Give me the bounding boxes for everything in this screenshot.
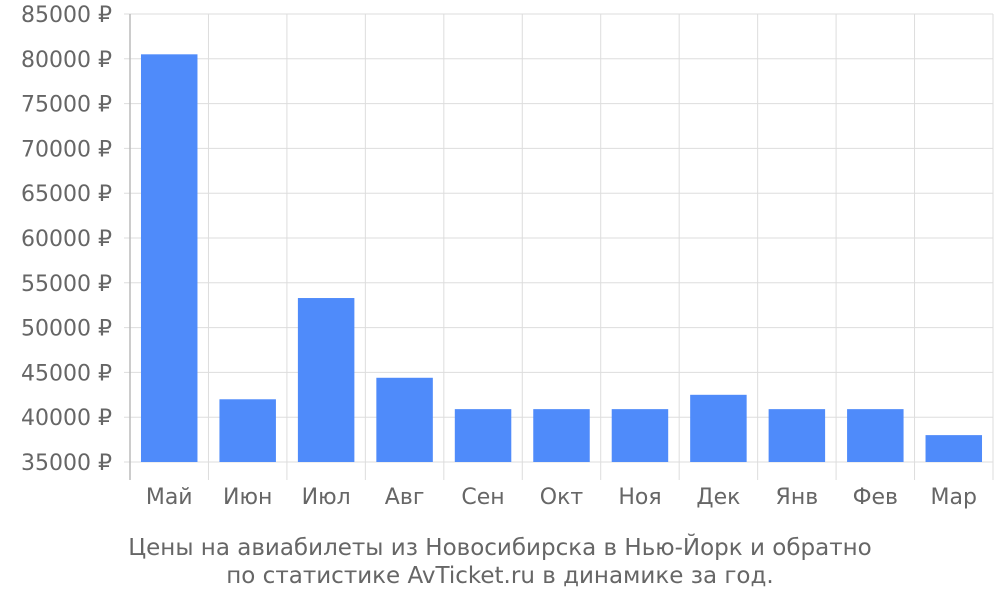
y-tick-label: 50000 ₽ [21, 317, 112, 342]
bar-7 [611, 409, 669, 462]
x-tick-label: Сен [461, 485, 504, 510]
y-tick-label: 65000 ₽ [21, 182, 112, 207]
bar-5 [454, 409, 512, 462]
bar-6 [533, 409, 590, 462]
x-tick-label: Окт [540, 485, 584, 510]
bar-10 [847, 409, 904, 462]
x-tick-label: Янв [776, 485, 819, 510]
bar-4 [376, 377, 433, 462]
x-tick-label: Июн [223, 485, 272, 510]
y-tick-label: 70000 ₽ [21, 137, 112, 162]
bar-8 [690, 394, 747, 462]
bar-3 [297, 298, 355, 462]
y-tick-label: 85000 ₽ [21, 3, 112, 28]
y-tick-label: 35000 ₽ [21, 451, 112, 476]
price-bar-chart: 35000 ₽ 40000 ₽ 45000 ₽ 50000 ₽ 55000 ₽ 60000… [21, 3, 994, 510]
y-tick-label: 60000 ₽ [21, 227, 112, 252]
chart-caption-line-2: по статистике AvTicket.ru в динамике за … [226, 563, 774, 589]
y-tick-label: 40000 ₽ [21, 406, 112, 431]
x-tick-label: Фев [853, 485, 898, 510]
x-tick-label: Май [146, 485, 193, 510]
y-tick-label: 75000 ₽ [21, 93, 112, 118]
x-tick-label: Мар [931, 485, 977, 510]
x-tick-label: Июл [302, 485, 351, 510]
x-tick-label: Авг [385, 485, 425, 510]
x-tick-label: Дек [696, 485, 740, 510]
y-tick-label: 45000 ₽ [21, 361, 112, 386]
y-tick-label: 80000 ₽ [21, 48, 112, 73]
bar-1 [140, 54, 198, 462]
bar-2 [219, 399, 276, 462]
x-tick-label: Ноя [618, 485, 661, 510]
bar-11 [925, 435, 983, 462]
y-tick-label: 55000 ₽ [21, 272, 112, 297]
bar-9 [768, 409, 826, 462]
chart-caption-line-1: Цены на авиабилеты из Новосибирска в Нью… [128, 535, 872, 561]
